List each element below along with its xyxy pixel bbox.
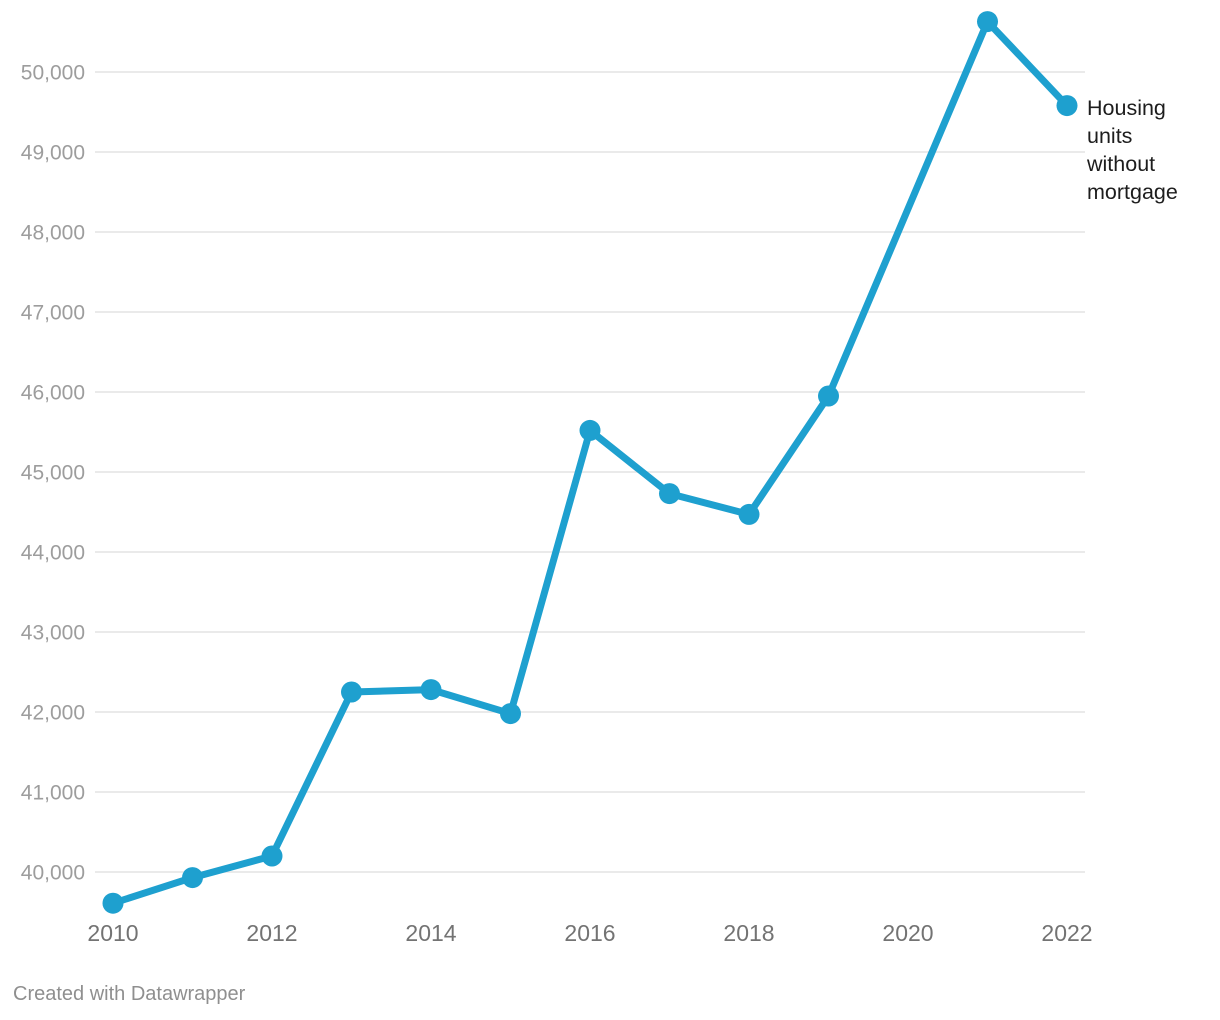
- data-point-2017: [659, 483, 680, 505]
- x-axis-tick-label: 2010: [87, 920, 138, 946]
- series-label: Housing units without mortgage: [1087, 96, 1178, 204]
- data-point-2015: [500, 703, 521, 725]
- data-point-2013: [341, 681, 362, 703]
- data-point-2012: [261, 845, 283, 867]
- y-axis-tick-label: 50,000: [21, 62, 85, 85]
- y-axis-tick-label: 49,000: [21, 142, 85, 165]
- chart-plot-area: 40,000 41,000 42,000 43,000 44,000 45,000 46,0…: [21, 11, 1093, 946]
- line-chart: 40,000 41,000 42,000 43,000 44,000 45,000 46,0…: [21, 11, 1178, 946]
- data-point-2016: [579, 419, 601, 441]
- y-axis-tick-label: 47,000: [21, 302, 85, 325]
- y-axis-tick-label: 48,000: [21, 222, 85, 245]
- x-axis-tick-label: 2022: [1041, 920, 1092, 946]
- x-axis-tick-label: 2012: [246, 920, 297, 946]
- x-axis-tick-label: 2018: [723, 920, 774, 946]
- data-point-2011: [182, 867, 203, 889]
- series-line: [109, 18, 1071, 907]
- y-axis-tick-label: 40,000: [21, 862, 85, 885]
- y-axis-tick-label: 44,000: [21, 542, 85, 565]
- data-point-2022: [1056, 95, 1078, 117]
- x-axis-tick-label: 2020: [882, 920, 933, 946]
- datawrapper-attribution-link[interactable]: Created with Datawrapper: [13, 983, 246, 1005]
- data-point-2018: [738, 503, 760, 525]
- data-point-2019: [818, 385, 839, 407]
- y-axis-tick-label: 41,000: [21, 782, 85, 805]
- data-point-2021: [977, 11, 998, 33]
- y-axis-tick-label: 46,000: [21, 382, 85, 405]
- y-axis-tick-label: 45,000: [21, 462, 85, 485]
- y-axis-tick-label: 42,000: [21, 702, 85, 725]
- x-axis-tick-label: 2016: [564, 920, 615, 946]
- x-axis-tick-label: 2014: [405, 920, 456, 946]
- y-axis-tick-label: 43,000: [21, 622, 85, 645]
- data-point-2010: [102, 892, 124, 914]
- data-point-2014: [420, 679, 442, 701]
